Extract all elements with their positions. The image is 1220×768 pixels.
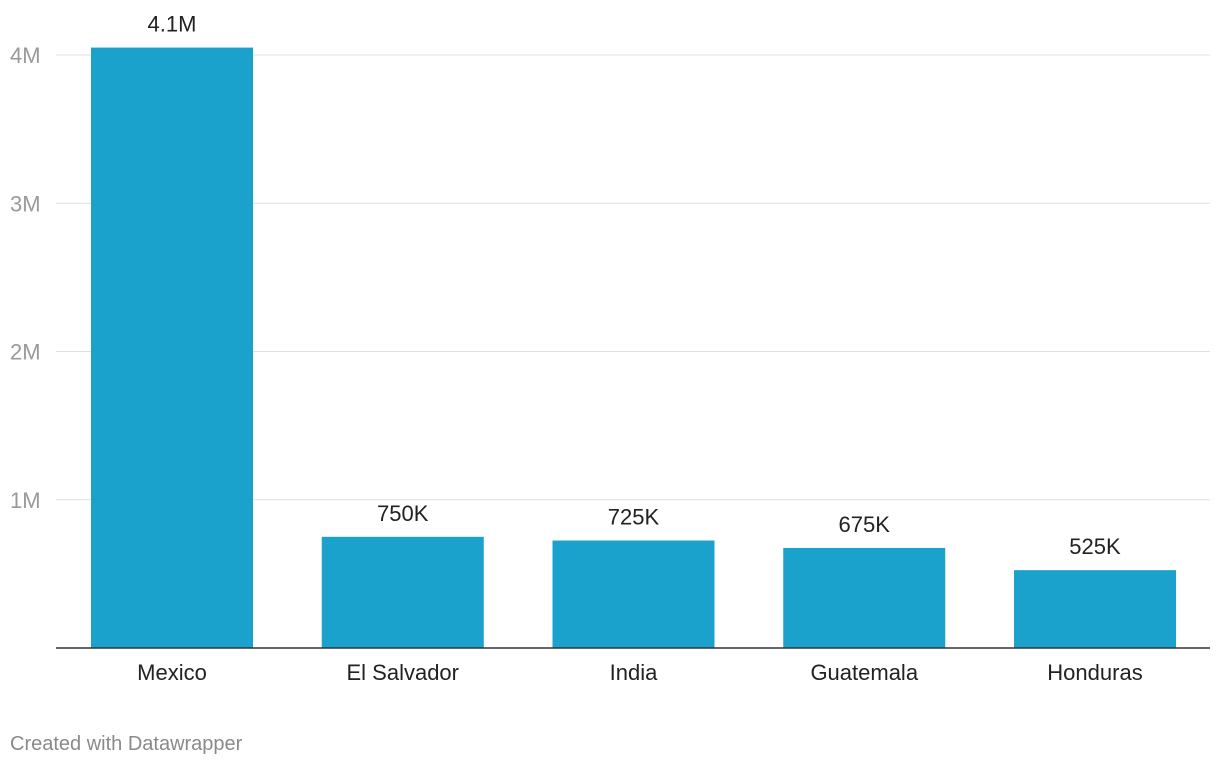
- bar[interactable]: [1014, 570, 1176, 648]
- bar[interactable]: [552, 540, 715, 648]
- bars: [91, 47, 1176, 648]
- x-category-label: Mexico: [137, 660, 207, 685]
- x-category-label: Honduras: [1047, 660, 1142, 685]
- x-category-label: El Salvador: [346, 660, 459, 685]
- credit-footer[interactable]: Created with Datawrapper: [10, 733, 243, 755]
- bar-value-label: 4.1M: [148, 12, 197, 37]
- bar[interactable]: [783, 547, 946, 648]
- bar-value-label: 725K: [608, 505, 660, 530]
- y-tick-label: 4M: [10, 43, 41, 68]
- labels: 1M 2M 3M 4M 4.1M Mexico 750K El Salvador 725K Ind…: [10, 12, 1143, 685]
- y-tick-label: 2M: [10, 340, 41, 365]
- y-tick-label: 3M: [10, 191, 41, 216]
- bar-value-label: 525K: [1069, 534, 1121, 559]
- bar[interactable]: [91, 47, 253, 648]
- x-category-label: Guatemala: [810, 660, 918, 685]
- bar-value-label: 675K: [839, 512, 891, 537]
- x-category-label: India: [610, 660, 658, 685]
- bar[interactable]: [321, 536, 484, 648]
- bar-value-label: 750K: [377, 501, 429, 526]
- y-tick-label: 1M: [10, 488, 41, 513]
